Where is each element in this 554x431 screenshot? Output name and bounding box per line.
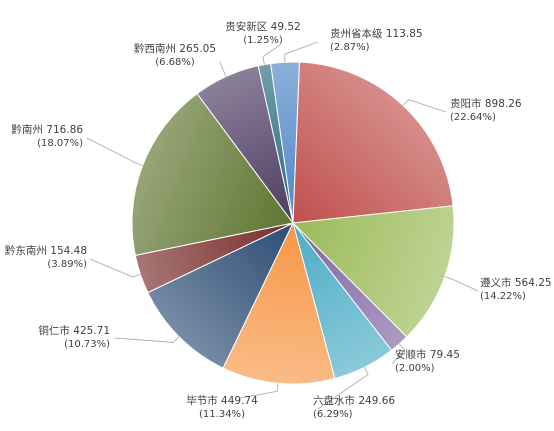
leader-line-4 <box>317 367 369 410</box>
leader-line-9 <box>219 61 227 77</box>
slice-label-8: 黔南州 716.86 <box>11 123 83 136</box>
slice-percent-8: (18.07%) <box>37 138 83 149</box>
slice-value-4: 249.66 <box>355 395 395 407</box>
slice-6 <box>147 221 295 369</box>
slice-5 <box>222 221 336 385</box>
slice-percent-1: (22.64%) <box>450 112 496 123</box>
slice-label-3: 安顺市 79.45 <box>395 348 460 361</box>
slice-label-0: 贵州省本级 113.85 <box>330 27 423 40</box>
leader-line-10 <box>262 44 281 65</box>
slice-name-5: 毕节市 <box>186 394 218 407</box>
slice-value-7: 154.48 <box>47 245 87 257</box>
slice-value-0: 113.85 <box>383 28 423 40</box>
slice-label-10: 贵安新区 49.52 <box>225 20 300 33</box>
slice-label-2: 遵义市 564.25 <box>480 276 552 289</box>
slice-name-9: 黔西南州 <box>134 42 176 55</box>
leader-line-2 <box>444 276 479 292</box>
slice-value-9: 265.05 <box>176 43 216 55</box>
slice-1 <box>292 61 454 224</box>
slice-percent-2: (14.22%) <box>480 291 526 302</box>
slice-name-4: 六盘水市 <box>313 394 355 407</box>
slice-label-5: 毕节市 449.74 <box>186 394 258 407</box>
slice-percent-6: (10.73%) <box>64 339 110 350</box>
pie-slices <box>131 61 455 385</box>
slice-percent-0: (2.87%) <box>330 42 370 53</box>
slice-value-8: 716.86 <box>43 124 83 136</box>
slice-label-4: 六盘水市 249.66 <box>313 394 395 407</box>
slice-8 <box>131 92 294 256</box>
slice-value-10: 49.52 <box>267 21 300 33</box>
slice-name-7: 黔东南州 <box>5 244 47 257</box>
slice-percent-4: (6.29%) <box>313 409 353 420</box>
slice-value-1: 898.26 <box>482 98 522 110</box>
slice-name-8: 黔南州 <box>11 123 43 136</box>
leader-line-1 <box>402 99 447 113</box>
slice-value-3: 79.45 <box>427 349 460 361</box>
slice-label-1: 贵阳市 898.26 <box>450 97 522 110</box>
leader-line-8 <box>86 137 143 166</box>
leader-line-6 <box>113 336 180 343</box>
slice-percent-10: (1.25%) <box>243 35 283 46</box>
leader-line-5 <box>239 383 279 399</box>
slice-label-7: 黔东南州 154.48 <box>5 244 87 257</box>
slice-labels: 贵州省本级 113.85 (2.87%) 贵阳市 898.26 (22.64%) 遵义市… <box>5 20 552 420</box>
leader-line-3 <box>391 343 406 365</box>
slice-label-6: 铜仁市 425.71 <box>38 324 110 337</box>
slice-value-6: 425.71 <box>70 325 110 337</box>
leader-lines <box>86 41 479 410</box>
slice-percent-5: (11.34%) <box>199 409 245 420</box>
slice-percent-7: (3.89%) <box>47 259 87 270</box>
slice-name-3: 安顺市 <box>395 348 427 361</box>
slice-value-5: 449.74 <box>218 395 258 407</box>
slice-percent-9: (6.68%) <box>155 57 195 68</box>
slice-name-6: 铜仁市 <box>38 324 70 337</box>
slice-name-2: 遵义市 <box>480 276 512 289</box>
slice-name-1: 贵阳市 <box>450 97 482 110</box>
slice-name-0: 贵州省本级 <box>330 27 383 40</box>
slice-value-2: 564.25 <box>512 277 552 289</box>
slice-label-9: 黔西南州 265.05 <box>134 42 216 55</box>
leader-line-7 <box>89 258 141 278</box>
slice-percent-3: (2.00%) <box>395 363 435 374</box>
leader-line-0 <box>284 41 319 63</box>
slice-name-10: 贵安新区 <box>225 20 267 33</box>
